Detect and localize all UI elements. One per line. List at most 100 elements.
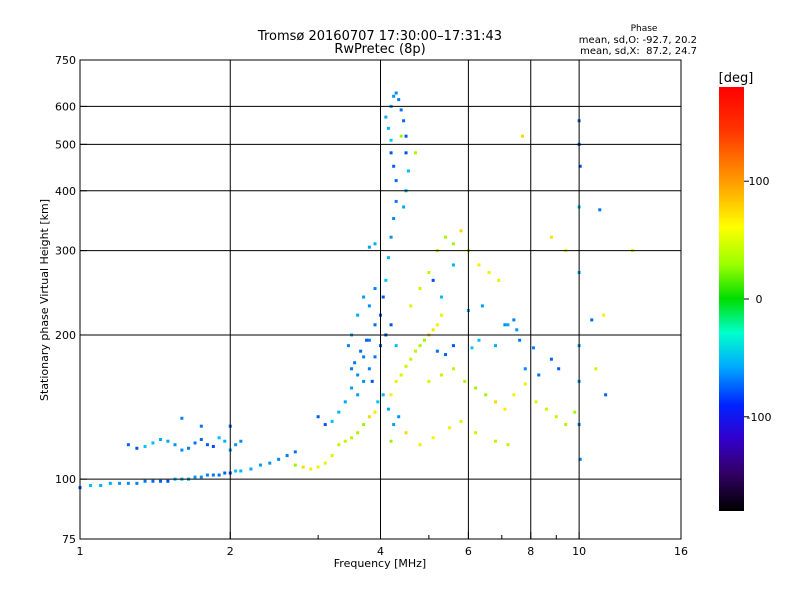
y-tick-label: 300: [55, 245, 76, 258]
data-point-o: [362, 379, 366, 383]
data-point-o: [330, 419, 334, 423]
data-point-x: [413, 151, 417, 155]
data-point-o: [503, 323, 507, 327]
data-point-o: [159, 479, 163, 483]
x-tick-label: 1: [77, 545, 84, 558]
colorbar-ticks: 100 0 -100: [744, 175, 771, 424]
data-point-o: [362, 295, 366, 299]
data-point-x: [487, 271, 491, 275]
data-point-o: [394, 199, 398, 203]
data-point-o: [373, 355, 377, 359]
data-point-o: [353, 361, 357, 365]
data-point-o: [199, 438, 203, 442]
data-point-o: [223, 439, 227, 443]
data-point-x: [323, 461, 327, 465]
data-point-o: [404, 134, 408, 138]
data-point-o: [239, 439, 243, 443]
data-point-o: [373, 242, 377, 246]
data-point-o: [392, 94, 396, 98]
colorbar-tick-label: -100: [747, 411, 772, 424]
data-point-x: [435, 323, 439, 327]
data-point-x: [394, 379, 398, 383]
data-point-o: [370, 379, 374, 383]
data-point-x: [343, 439, 347, 443]
data-point-o: [151, 441, 155, 445]
data-point-x: [356, 431, 360, 435]
data-point-o: [211, 444, 215, 448]
data-point-o: [143, 479, 147, 483]
data-point-x: [330, 454, 334, 458]
data-point-o: [362, 355, 366, 359]
data-point-x: [534, 400, 538, 404]
data-point-x: [484, 393, 488, 397]
data-point-o: [199, 475, 203, 479]
data-point-o: [234, 443, 238, 447]
data-point-o: [444, 353, 448, 357]
data-point-o: [211, 473, 215, 477]
data-point-x: [444, 235, 448, 239]
data-point-o: [234, 469, 238, 473]
data-point-o: [373, 323, 377, 327]
data-point-o: [367, 245, 371, 249]
data-point-o: [515, 328, 519, 332]
data-point-o: [239, 469, 243, 473]
data-point-o: [143, 444, 147, 448]
data-point-x: [573, 410, 577, 414]
y-axis-label: Stationary phase Virtual Height [km]: [38, 199, 51, 401]
data-point-o: [590, 318, 594, 322]
data-point-o: [431, 278, 435, 282]
data-point-x: [564, 423, 568, 427]
data-point-o: [108, 481, 112, 485]
axes: 1 2 4 6 8 10 16 75 100 200 300 400 500 600 750: [55, 54, 688, 558]
x-axis-label: Frequency [MHz]: [334, 557, 426, 570]
data-point-o: [512, 318, 516, 322]
data-point-o: [440, 295, 444, 299]
data-point-x: [463, 379, 467, 383]
data-point-o: [399, 108, 403, 112]
data-point-x: [413, 349, 417, 353]
data-point-o: [537, 373, 541, 377]
data-point-x: [503, 407, 507, 411]
data-point-o: [402, 205, 406, 209]
data-point-o: [365, 338, 369, 342]
data-point-x: [418, 443, 422, 447]
data-point-o: [135, 481, 139, 485]
phase-stats-heading: Phase: [631, 24, 658, 34]
data-point-o: [180, 416, 184, 420]
y-tick-label: 200: [55, 329, 76, 342]
data-point-o: [293, 450, 297, 454]
y-tick-label: 750: [55, 54, 76, 67]
chart-title: Tromsø 20160707 17:30:00–17:31:43: [257, 29, 502, 44]
data-point-x: [309, 467, 313, 471]
data-point-o: [389, 235, 393, 239]
data-point-o: [389, 151, 393, 155]
data-point-x: [520, 134, 524, 138]
data-point-o: [135, 446, 139, 450]
data-point-o: [389, 138, 393, 142]
data-point-o: [402, 119, 406, 123]
data-point-o: [392, 217, 396, 221]
data-point-x: [431, 328, 435, 332]
data-point-x: [440, 313, 444, 317]
data-point-o: [523, 367, 527, 371]
data-point-o: [359, 349, 363, 353]
data-point-x: [473, 386, 477, 390]
data-point-x: [459, 229, 463, 233]
data-point-x: [316, 465, 320, 469]
data-point-o: [346, 344, 350, 348]
data-point-x: [350, 436, 354, 440]
data-point-o: [350, 367, 354, 371]
data-point-o: [356, 393, 360, 397]
data-point-o: [151, 479, 155, 483]
data-point-o: [166, 479, 170, 483]
data-point-o: [506, 323, 510, 327]
data-point-x: [451, 367, 455, 371]
data-point-o: [381, 393, 385, 397]
data-point-x: [409, 357, 413, 361]
data-point-o: [598, 208, 602, 212]
data-point-o: [223, 471, 227, 475]
data-point-x: [404, 431, 408, 435]
data-point-o: [386, 407, 390, 411]
data-point-x: [373, 410, 377, 414]
